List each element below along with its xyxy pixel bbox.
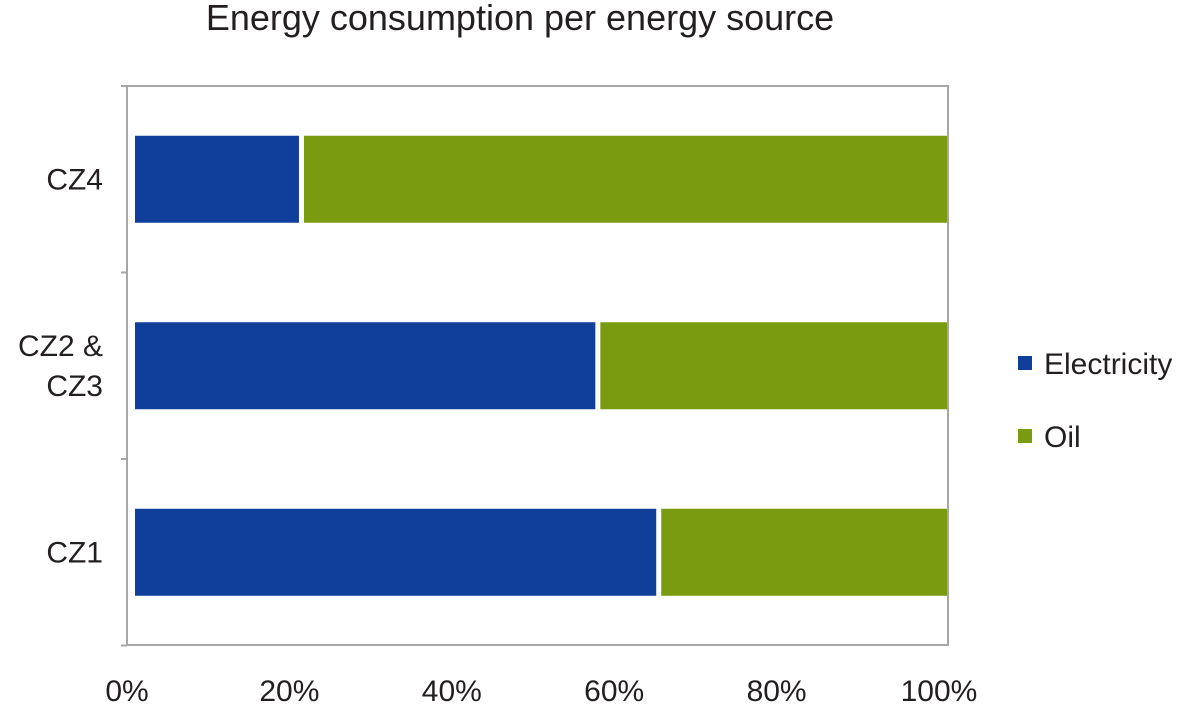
x-tick-label: 80%: [747, 675, 807, 705]
bar-oil-0: [303, 135, 948, 223]
legend-label: Electricity: [1044, 348, 1172, 381]
bar-electricity-2: [135, 508, 657, 596]
plot-frame: [126, 85, 949, 646]
bars: [135, 135, 948, 596]
category-labels: CZ4 CZ2 & CZ3 CZ1: [18, 163, 103, 569]
bar-electricity-1: [135, 322, 596, 410]
axis-ticks: [121, 85, 127, 647]
legend-label: Oil: [1044, 421, 1081, 454]
x-tick-label: 40%: [422, 675, 482, 705]
category-label: CZ2 &: [18, 330, 103, 363]
x-tick-label: 100%: [901, 675, 978, 705]
bar-oil-2: [661, 508, 947, 596]
legend-swatch: [1018, 429, 1032, 443]
category-label: CZ1: [46, 536, 103, 569]
x-tick-label: 60%: [584, 675, 644, 705]
bar-electricity-0: [135, 135, 299, 223]
x-tick-labels: 0% 20% 40% 60% 80% 100%: [105, 675, 977, 705]
legend: Electricity Oil: [1018, 348, 1172, 454]
chart-title: Energy consumption per energy source: [206, 0, 834, 38]
legend-swatch: [1018, 356, 1032, 370]
x-tick-label: 0%: [105, 675, 148, 705]
bar-oil-1: [600, 322, 947, 410]
category-label: CZ4: [46, 163, 103, 196]
x-tick-label: 20%: [259, 675, 319, 705]
category-label: CZ3: [46, 370, 103, 403]
